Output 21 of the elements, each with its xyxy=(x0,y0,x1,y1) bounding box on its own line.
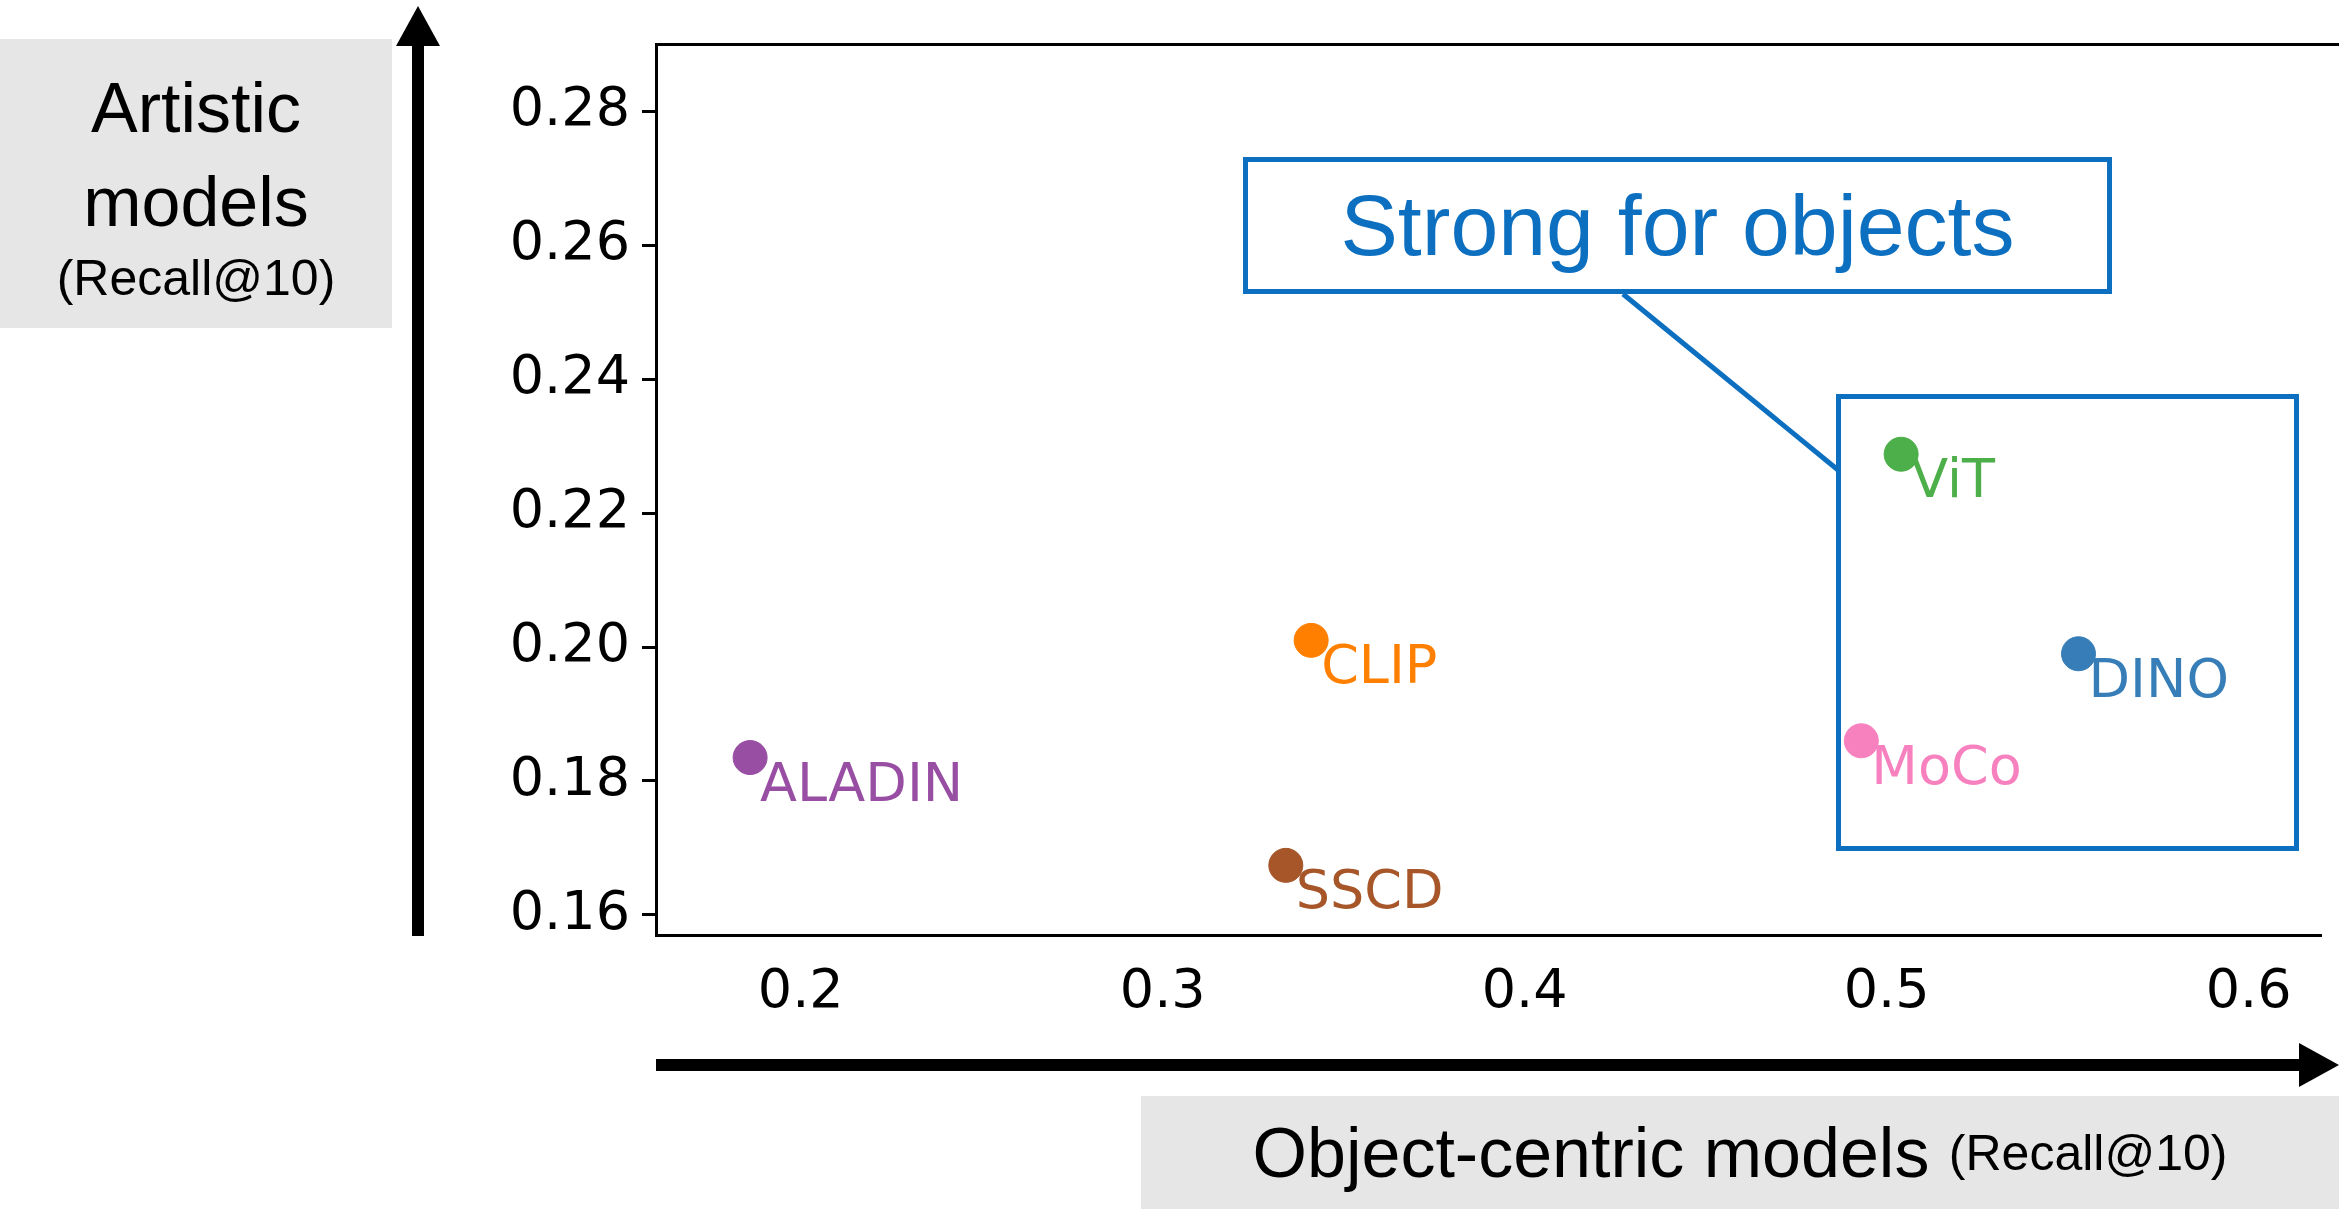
x-tick-label: 0.4 xyxy=(1481,957,1568,1021)
series-label: MoCo xyxy=(1871,733,2022,797)
annotation: Strong for objects xyxy=(1243,157,2112,294)
y-tick-label: 0.20 xyxy=(509,611,630,675)
x-tick-label: 0.2 xyxy=(757,957,844,1021)
y-tick-label: 0.24 xyxy=(509,343,630,407)
series-label: ALADIN xyxy=(760,750,964,814)
y-axis-title: Artistic models (Recall@10) xyxy=(55,67,337,307)
x-tick-label: 0.5 xyxy=(1843,957,1930,1021)
y-tick-label: 0.16 xyxy=(509,878,630,942)
series-label: SSCD xyxy=(1295,858,1444,922)
x-axis-title: Object-centric models (Recall@10) xyxy=(1252,1112,2228,1193)
series-label: CLIP xyxy=(1321,633,1438,697)
series-label: ViT xyxy=(1911,447,1996,511)
y-tick-label: 0.26 xyxy=(509,209,630,273)
y-tick-label: 0.18 xyxy=(509,745,630,809)
y-tick-label: 0.22 xyxy=(509,477,630,541)
x-tick-label: 0.6 xyxy=(2205,957,2292,1021)
y-tick-label: 0.28 xyxy=(509,75,630,139)
series-label: DINO xyxy=(2088,646,2229,710)
x-tick-label: 0.3 xyxy=(1119,957,1206,1021)
